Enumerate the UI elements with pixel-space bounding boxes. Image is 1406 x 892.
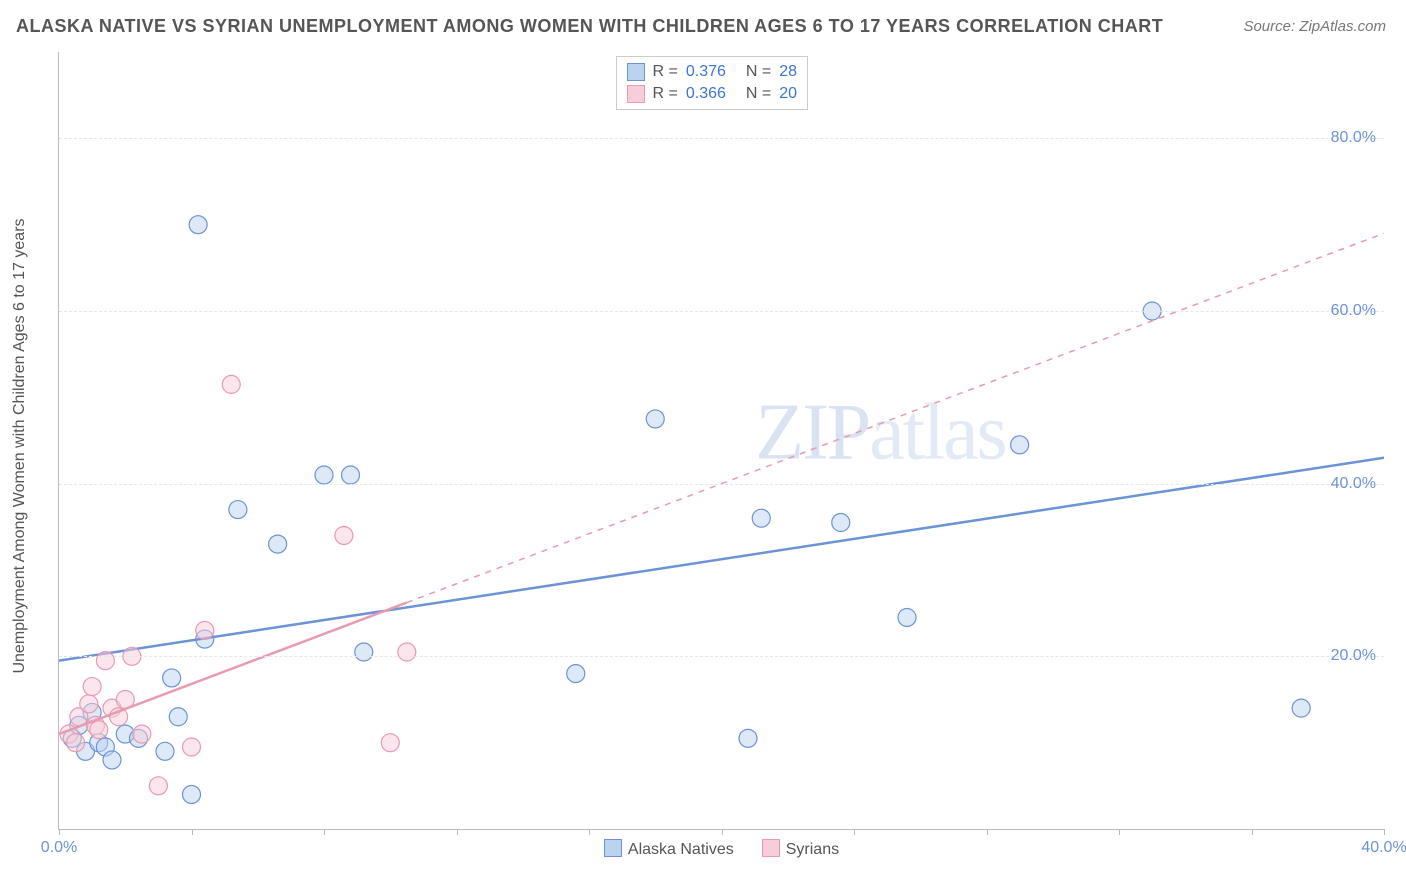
legend-label-0: Alaska Natives: [628, 841, 734, 858]
data-point: [739, 729, 757, 747]
x-tick-label: 40.0%: [1361, 839, 1406, 857]
grid-line: [59, 656, 1384, 657]
data-point: [133, 725, 151, 743]
data-point: [335, 526, 353, 544]
x-tick: [1252, 829, 1253, 835]
data-point: [163, 669, 181, 687]
scatter-svg: [59, 52, 1384, 829]
legend-swatch-icon: [762, 839, 780, 857]
data-point: [196, 621, 214, 639]
data-point: [752, 509, 770, 527]
trend-line: [59, 603, 407, 734]
trend-line: [59, 458, 1384, 661]
data-point: [229, 501, 247, 519]
data-point: [567, 665, 585, 683]
x-tick: [324, 829, 325, 835]
legend-label-1: Syrians: [786, 841, 839, 858]
data-point: [1292, 699, 1310, 717]
data-point: [381, 734, 399, 752]
data-point: [103, 751, 121, 769]
legend-swatch-icon: [604, 839, 622, 857]
data-point: [898, 608, 916, 626]
x-tick: [589, 829, 590, 835]
grid-line: [59, 311, 1384, 312]
data-point: [315, 466, 333, 484]
legend-item-1: Syrians: [762, 839, 839, 859]
data-point: [90, 721, 108, 739]
data-point: [355, 643, 373, 661]
data-point: [189, 216, 207, 234]
data-point: [96, 652, 114, 670]
grid-line: [59, 138, 1384, 139]
data-point: [169, 708, 187, 726]
trend-line-extrapolated: [407, 233, 1384, 602]
grid-line: [59, 484, 1384, 485]
data-point: [269, 535, 287, 553]
data-point: [1011, 436, 1029, 454]
x-tick-label: 0.0%: [41, 839, 77, 857]
legend-series: Alaska Natives Syrians: [59, 839, 1384, 859]
data-point: [67, 734, 85, 752]
source-label: Source: ZipAtlas.com: [1243, 18, 1386, 35]
data-point: [398, 643, 416, 661]
y-axis-label: Unemployment Among Women with Children A…: [11, 218, 29, 673]
y-tick-label: 20.0%: [1331, 647, 1376, 665]
data-point: [222, 375, 240, 393]
data-point: [832, 514, 850, 532]
x-tick: [457, 829, 458, 835]
data-point: [183, 785, 201, 803]
data-point: [149, 777, 167, 795]
y-tick-label: 80.0%: [1331, 129, 1376, 147]
x-tick: [722, 829, 723, 835]
x-tick: [1119, 829, 1120, 835]
x-tick: [59, 829, 60, 835]
data-point: [183, 738, 201, 756]
x-tick: [987, 829, 988, 835]
y-tick-label: 40.0%: [1331, 475, 1376, 493]
data-point: [80, 695, 98, 713]
legend-item-0: Alaska Natives: [604, 839, 734, 859]
y-tick-label: 60.0%: [1331, 302, 1376, 320]
chart-title: ALASKA NATIVE VS SYRIAN UNEMPLOYMENT AMO…: [16, 16, 1163, 37]
data-point: [83, 678, 101, 696]
x-tick: [192, 829, 193, 835]
data-point: [342, 466, 360, 484]
data-point: [646, 410, 664, 428]
x-tick: [854, 829, 855, 835]
plot-area: ZIPatlas R = 0.376 N = 28 R = 0.366 N = …: [58, 52, 1384, 830]
data-point: [156, 742, 174, 760]
x-tick: [1384, 829, 1385, 835]
